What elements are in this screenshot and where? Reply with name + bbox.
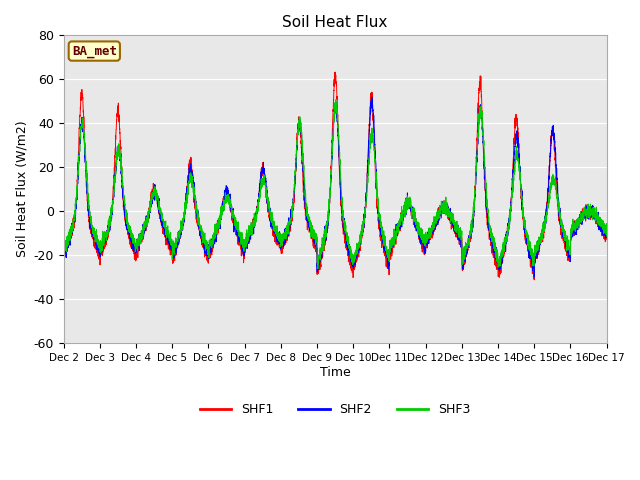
SHF3 [157, 212, 165, 218]
Title: Soil Heat Flux: Soil Heat Flux [282, 15, 388, 30]
SHF3 [315, 256, 323, 262]
SHF1 [427, 233, 435, 239]
SHF1 [457, 244, 465, 250]
SHF2 [603, 232, 611, 238]
SHF2 [457, 233, 465, 239]
SHF1 [603, 237, 611, 242]
X-axis label: Time: Time [320, 365, 351, 379]
SHF1 [332, 69, 339, 75]
SHF3 [603, 233, 611, 239]
Text: BA_met: BA_met [72, 45, 116, 58]
SHF1 [531, 277, 538, 283]
SHF3 [457, 233, 465, 239]
SHF3 [488, 239, 495, 244]
SHF3 [602, 231, 610, 237]
SHF2 [315, 262, 323, 267]
SHF2 [427, 228, 435, 234]
SHF2 [488, 240, 495, 246]
SHF3 [314, 266, 322, 272]
SHF2 [368, 94, 376, 100]
SHF1 [488, 245, 495, 251]
Line: SHF3: SHF3 [63, 100, 607, 269]
SHF1 [157, 213, 165, 219]
Legend: SHF1, SHF2, SHF3: SHF1, SHF2, SHF3 [195, 398, 476, 421]
SHF3 [427, 226, 435, 232]
SHF3 [60, 250, 67, 255]
SHF3 [332, 97, 339, 103]
SHF2 [531, 274, 538, 280]
SHF1 [602, 231, 610, 237]
Y-axis label: Soil Heat Flux (W/m2): Soil Heat Flux (W/m2) [15, 121, 28, 257]
SHF2 [157, 212, 165, 218]
Line: SHF2: SHF2 [63, 97, 607, 277]
SHF1 [315, 264, 323, 270]
SHF2 [602, 228, 610, 234]
Line: SHF1: SHF1 [63, 72, 607, 280]
SHF1 [60, 250, 67, 256]
SHF2 [60, 247, 67, 253]
